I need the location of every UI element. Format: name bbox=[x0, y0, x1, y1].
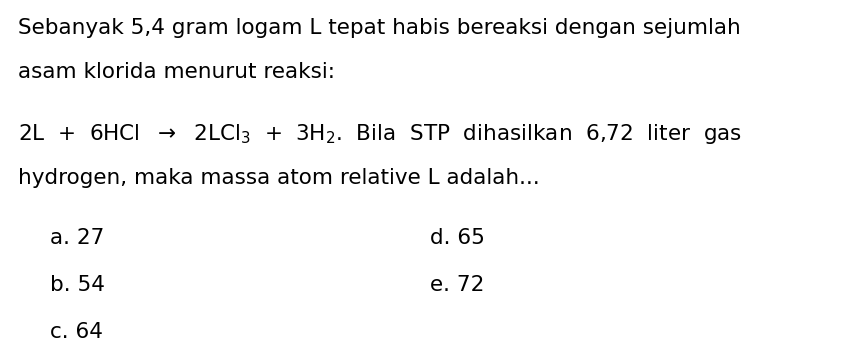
Text: d. 65: d. 65 bbox=[430, 228, 484, 248]
Text: a. 27: a. 27 bbox=[50, 228, 105, 248]
Text: c. 64: c. 64 bbox=[50, 322, 103, 342]
Text: asam klorida menurut reaksi:: asam klorida menurut reaksi: bbox=[18, 62, 335, 82]
Text: e. 72: e. 72 bbox=[430, 275, 484, 295]
Text: b. 54: b. 54 bbox=[50, 275, 105, 295]
Text: Sebanyak 5,4 gram logam L tepat habis bereaksi dengan sejumlah: Sebanyak 5,4 gram logam L tepat habis be… bbox=[18, 18, 740, 38]
Text: 2L  +  6HCl  $\rightarrow$  2LCl$_3$  +  3H$_2$.  Bila  STP  dihasilkan  6,72  l: 2L + 6HCl $\rightarrow$ 2LCl$_3$ + 3H$_2… bbox=[18, 122, 742, 146]
Text: hydrogen, maka massa atom relative L adalah...: hydrogen, maka massa atom relative L ada… bbox=[18, 168, 540, 188]
